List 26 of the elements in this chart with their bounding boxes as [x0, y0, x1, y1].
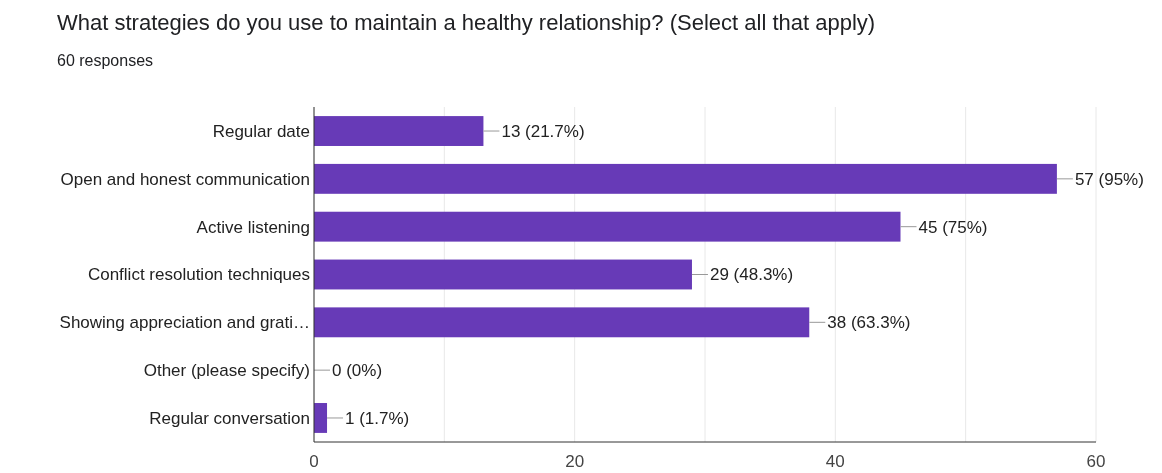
- y-tick-label: Regular conversation: [149, 408, 310, 428]
- bar: [314, 211, 901, 242]
- y-tick-label: Conflict resolution techniques: [87, 265, 310, 285]
- data-label: 57 (95%): [1074, 169, 1144, 189]
- y-tick-label: Active listening: [196, 217, 310, 237]
- chart-title: What strategies do you use to maintain a healthy relationship? (Select all that apply): [57, 10, 876, 35]
- bar: [314, 116, 484, 146]
- data-label: 0 (0%): [332, 361, 383, 381]
- x-tick-label: 20: [565, 452, 585, 471]
- bar: [314, 259, 692, 290]
- data-label: 38 (63.3%): [827, 313, 911, 333]
- data-label: 45 (75%): [918, 217, 988, 237]
- data-label: 13 (21.7%): [501, 121, 585, 141]
- data-label: 29 (48.3%): [709, 265, 794, 285]
- y-tick-label: Regular date: [212, 121, 310, 141]
- y-tick-label: Showing appreciation and grati…: [59, 313, 310, 333]
- y-tick-label: Other (please specify): [143, 361, 310, 381]
- x-tick-label: 60: [1086, 452, 1106, 471]
- x-tick-label: 0: [309, 452, 319, 471]
- data-label: 1 (1.7%): [345, 408, 410, 428]
- x-tick-label: 40: [825, 452, 845, 471]
- bar: [314, 307, 810, 338]
- y-tick-label: Open and honest communication: [60, 169, 310, 189]
- bar: [314, 163, 1057, 194]
- bar: [314, 403, 328, 433]
- text: 60 responses: [57, 52, 154, 69]
